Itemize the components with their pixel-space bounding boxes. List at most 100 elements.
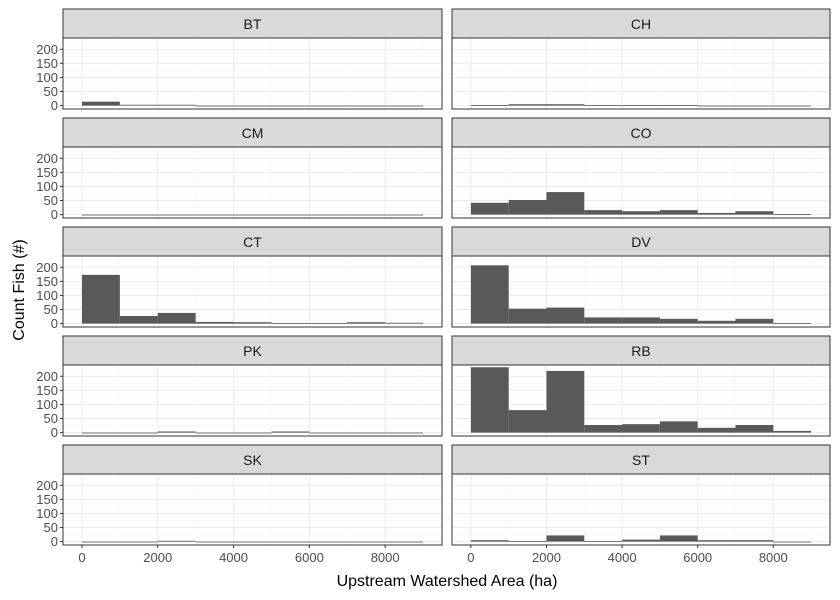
histogram-bar bbox=[508, 308, 547, 324]
facet-strip-label: RB bbox=[631, 343, 650, 359]
histogram-bar bbox=[157, 104, 196, 106]
histogram-bar bbox=[195, 432, 234, 434]
histogram-bar bbox=[233, 105, 272, 107]
y-tick-label: 150 bbox=[36, 274, 58, 289]
panel-background bbox=[63, 38, 442, 109]
histogram-bar bbox=[508, 199, 547, 215]
facet-strip bbox=[62, 226, 443, 257]
panel-border bbox=[62, 364, 443, 437]
y-tick-label: 200 bbox=[36, 151, 58, 166]
histogram-bar bbox=[508, 410, 547, 433]
histogram-bar bbox=[385, 214, 424, 216]
y-tick-label: 150 bbox=[36, 56, 58, 71]
y-tick-label: 100 bbox=[36, 506, 58, 521]
histogram-bar bbox=[347, 432, 386, 434]
panel-border bbox=[62, 146, 443, 219]
x-tick-label: 0 bbox=[467, 550, 474, 565]
panel-border bbox=[451, 364, 831, 437]
x-tick-label: 2000 bbox=[532, 550, 561, 565]
histogram-bar bbox=[622, 211, 660, 215]
histogram-bar bbox=[119, 541, 158, 543]
histogram-bar bbox=[584, 541, 623, 542]
facet-panel-rb: RB bbox=[451, 335, 831, 437]
histogram-bar bbox=[233, 214, 272, 216]
histogram-bar bbox=[735, 318, 774, 324]
y-tick-label: 100 bbox=[36, 397, 58, 412]
histogram-bar bbox=[309, 214, 348, 216]
panel-background bbox=[63, 474, 442, 545]
facet-strip bbox=[62, 335, 443, 366]
histogram-bar bbox=[385, 322, 424, 324]
y-tick-label: 200 bbox=[36, 260, 58, 275]
histogram-bar bbox=[81, 432, 120, 434]
histogram-bar bbox=[119, 316, 158, 324]
facet-panel-dv: DV bbox=[451, 226, 831, 328]
y-tick-label: 50 bbox=[44, 193, 58, 208]
facet-strip-label: DV bbox=[631, 234, 651, 250]
histogram-bar bbox=[735, 211, 774, 215]
histogram-bar bbox=[546, 535, 585, 542]
facet-strip-label: BT bbox=[244, 16, 262, 32]
histogram-bar bbox=[773, 541, 812, 543]
histogram-bar bbox=[622, 424, 660, 433]
histogram-bar bbox=[195, 541, 234, 543]
facet-strip bbox=[62, 444, 443, 475]
x-tick-label: 6000 bbox=[683, 550, 712, 565]
y-tick-label: 0 bbox=[51, 316, 58, 331]
histogram-bar bbox=[385, 432, 424, 434]
panel-border bbox=[451, 473, 831, 546]
facet-panel-ch: CH bbox=[451, 8, 831, 110]
histogram-bar bbox=[584, 317, 623, 324]
histogram-bar bbox=[157, 214, 196, 216]
histogram-bar bbox=[470, 265, 509, 324]
x-axis-title: Upstream Watershed Area (ha) bbox=[337, 573, 558, 590]
histogram-bar bbox=[470, 202, 509, 215]
histogram-bar bbox=[271, 431, 310, 433]
facet-panel-st: ST 0 2000 4000 6000 8000 bbox=[451, 444, 831, 565]
x-tick-label: 2000 bbox=[143, 550, 172, 565]
histogram-bar bbox=[347, 322, 386, 324]
histogram-bar bbox=[119, 432, 158, 434]
histogram-bar bbox=[773, 105, 812, 107]
y-tick-label: 100 bbox=[36, 70, 58, 85]
histogram-bar bbox=[659, 421, 698, 433]
facet-panel-co: CO bbox=[451, 117, 831, 219]
histogram-bar bbox=[735, 105, 774, 107]
histogram-bar bbox=[659, 318, 698, 324]
facet-strip bbox=[62, 117, 443, 148]
histogram-bar bbox=[233, 541, 272, 543]
y-tick-label: 200 bbox=[36, 42, 58, 57]
x-tick-label: 6000 bbox=[295, 550, 324, 565]
histogram-bar bbox=[347, 541, 386, 543]
histogram-bar bbox=[81, 541, 120, 543]
panel-border bbox=[451, 146, 831, 219]
histogram-bar bbox=[697, 320, 736, 324]
histogram-bar bbox=[309, 541, 348, 543]
y-tick-label: 50 bbox=[44, 84, 58, 99]
panel-border bbox=[62, 37, 443, 110]
panel-border bbox=[451, 255, 831, 328]
histogram-bar bbox=[508, 104, 547, 106]
histogram-bar bbox=[309, 432, 348, 434]
panel-background bbox=[63, 365, 442, 436]
histogram-bar bbox=[773, 430, 812, 433]
histogram-bar bbox=[233, 432, 272, 434]
histogram-bar bbox=[659, 105, 698, 106]
histogram-bar bbox=[470, 540, 509, 542]
y-tick-label: 0 bbox=[51, 534, 58, 549]
histogram-bar bbox=[508, 541, 547, 542]
histogram-bar bbox=[697, 105, 736, 107]
panel-border bbox=[62, 473, 443, 546]
y-tick-label: 150 bbox=[36, 492, 58, 507]
histogram-bar bbox=[157, 312, 196, 324]
histogram-bar bbox=[546, 104, 585, 106]
histogram-bar bbox=[309, 323, 348, 324]
y-tick-label: 0 bbox=[51, 98, 58, 113]
histogram-bar bbox=[385, 105, 424, 107]
facet-strip bbox=[451, 226, 831, 257]
